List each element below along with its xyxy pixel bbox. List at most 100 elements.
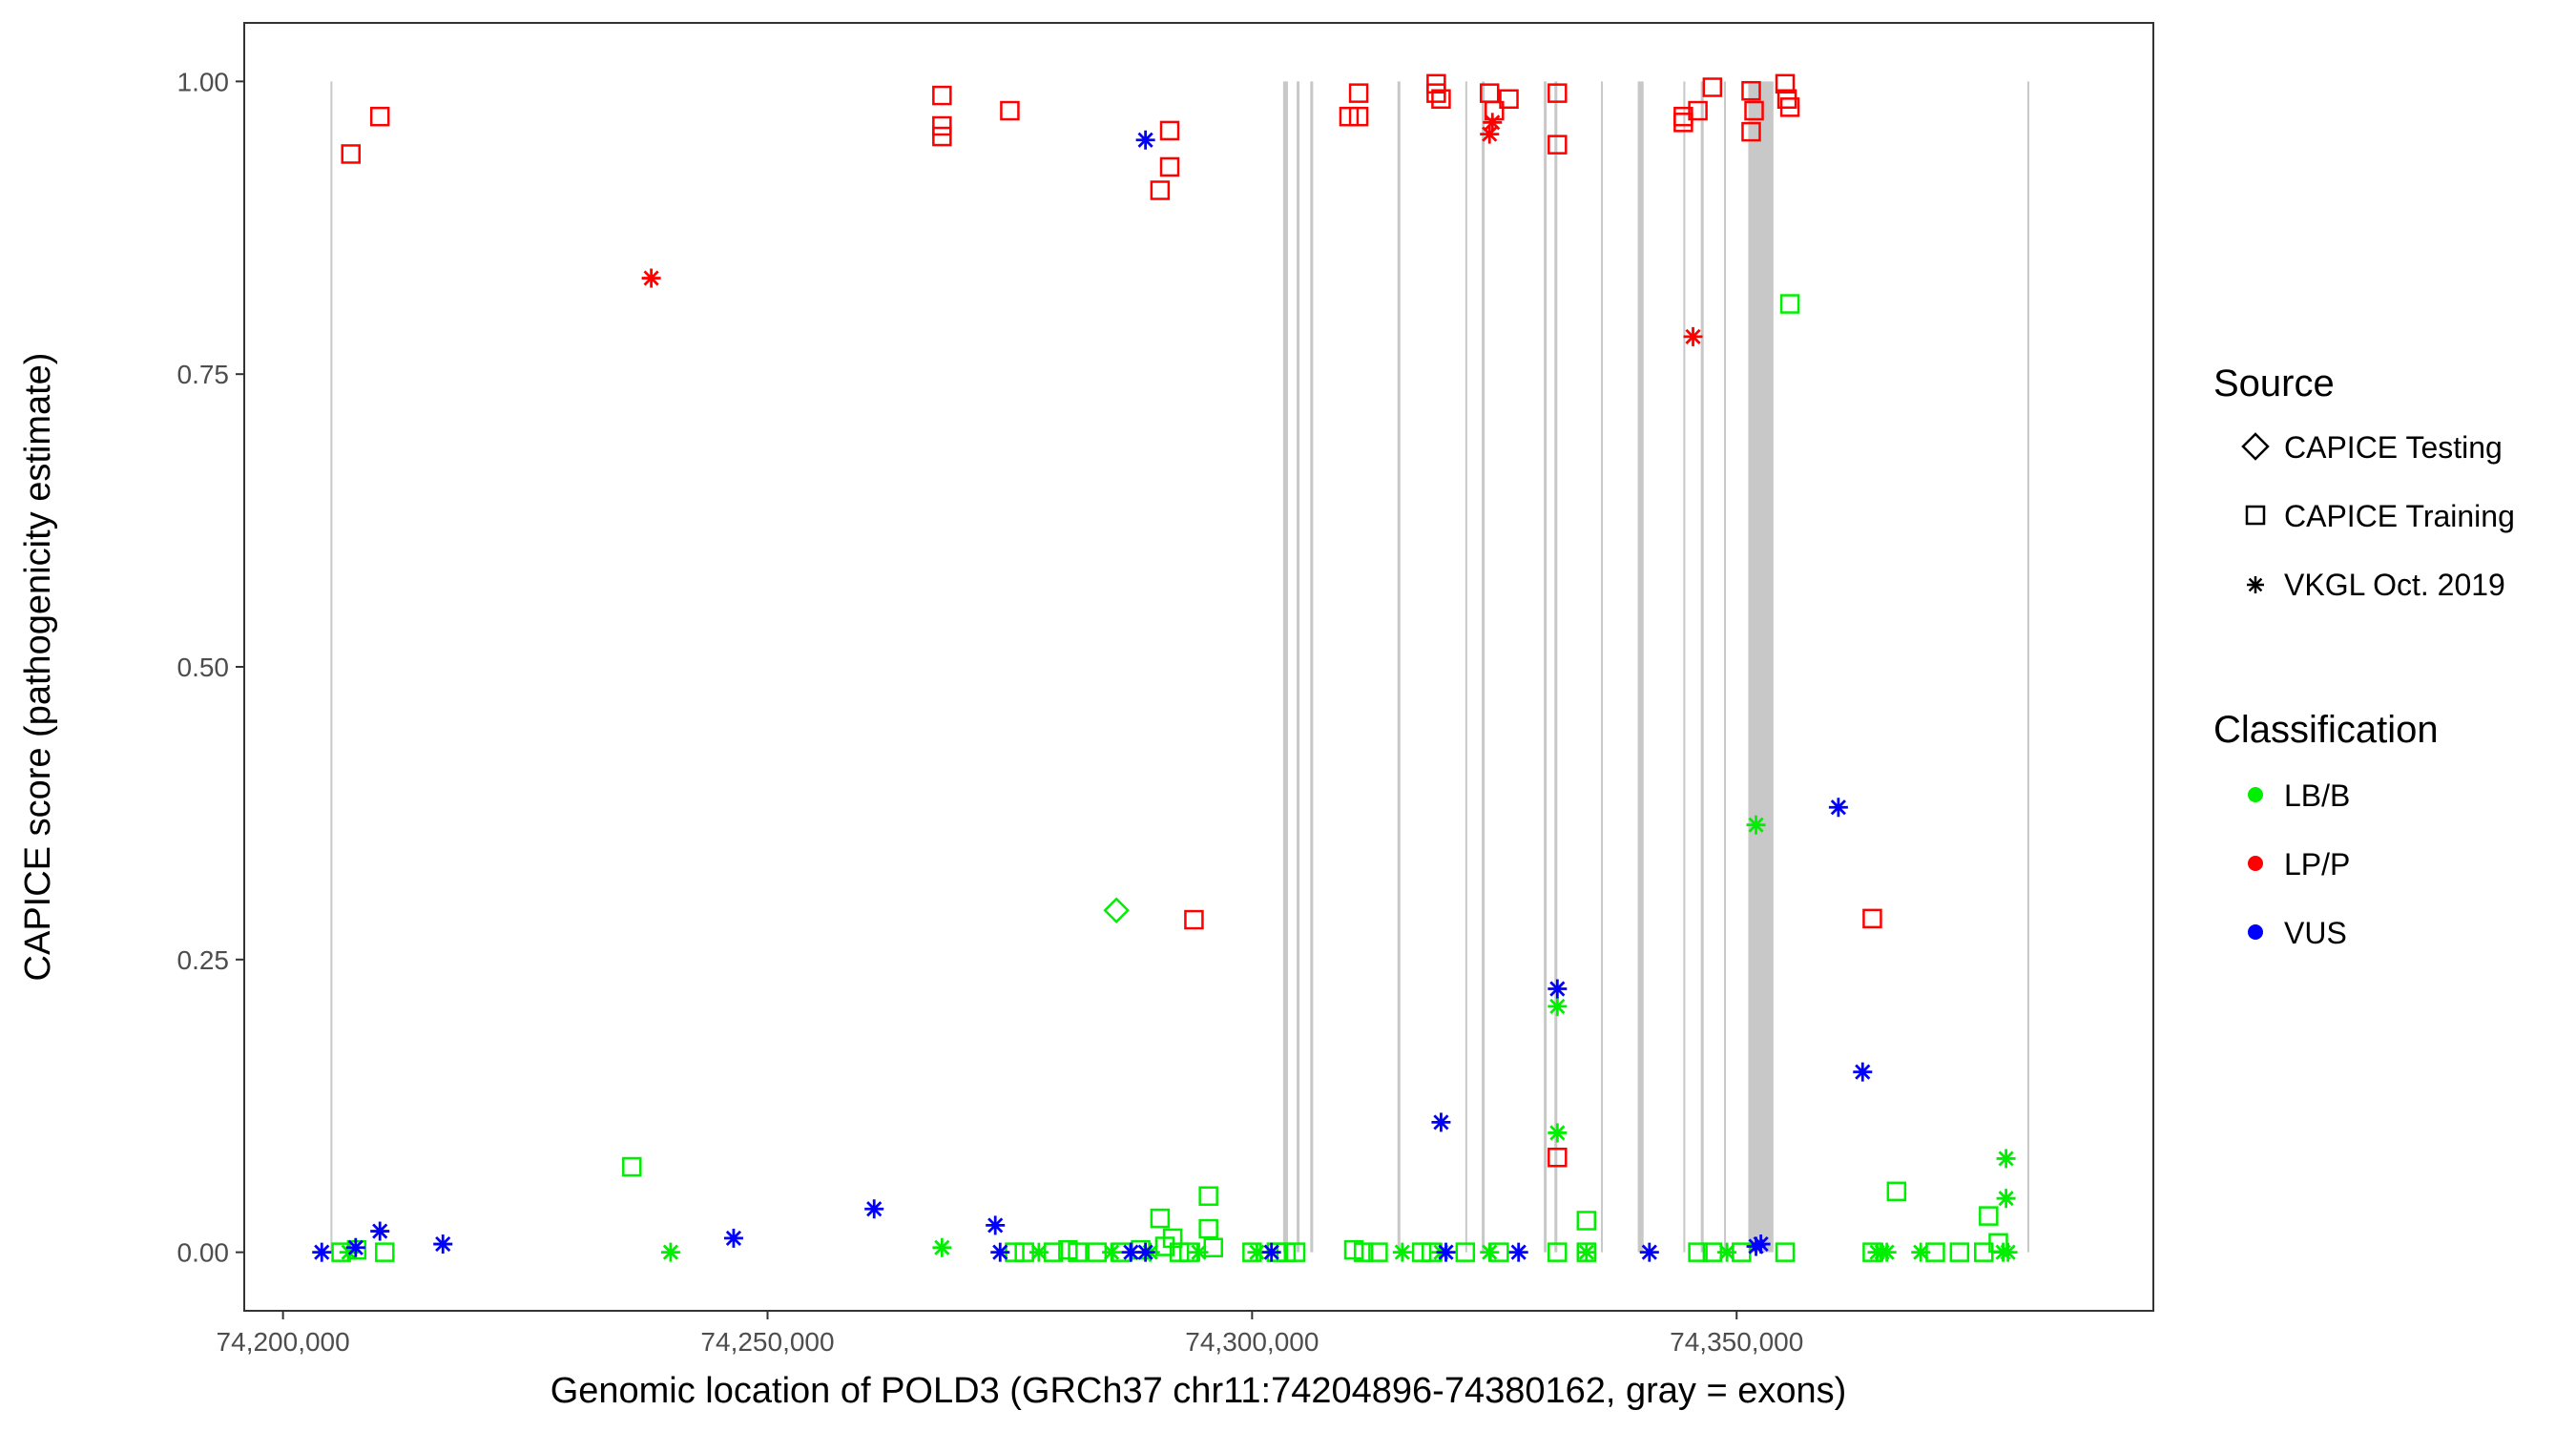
exon-band: [1282, 81, 1288, 1253]
point-lp-p-square: [1159, 156, 1180, 177]
point-lb-b-square: [1198, 1218, 1218, 1239]
x-tick-label: 74,350,000: [1670, 1327, 1803, 1357]
point-lp-p-square: [1184, 909, 1204, 930]
exon-band: [1310, 81, 1314, 1253]
legend-lbb-key: [2248, 787, 2263, 802]
point-lb-b-asterisk: [1998, 1242, 2018, 1262]
legend-label-vus: VUS: [2284, 916, 2347, 950]
point-vus-asterisk: [990, 1242, 1010, 1262]
point-lb-b-asterisk: [1877, 1242, 1897, 1262]
point-lb-b-square: [1688, 1242, 1708, 1262]
point-lb-b-square: [1489, 1242, 1509, 1262]
point-lb-b-square: [1203, 1237, 1223, 1257]
point-lp-p-square: [932, 115, 952, 136]
point-lb-b-square: [1925, 1242, 1945, 1262]
point-lb-b-asterisk: [1576, 1242, 1596, 1262]
point-vus-asterisk: [1508, 1242, 1528, 1262]
point-lb-b-asterisk: [1996, 1149, 2016, 1169]
exon-band: [1465, 81, 1467, 1253]
legend-asterisk-key: [2247, 576, 2264, 593]
legend-square-key: [2245, 505, 2266, 526]
legend-label-lbb: LB/B: [2284, 778, 2350, 813]
point-lp-p-asterisk: [1480, 124, 1500, 144]
exon-band: [1601, 81, 1604, 1253]
point-lp-p-square: [1548, 1147, 1568, 1168]
point-lp-p-square: [1688, 100, 1708, 121]
point-lb-b-asterisk: [932, 1237, 952, 1257]
point-vus-asterisk: [1548, 979, 1568, 999]
point-lp-p-square: [1348, 83, 1369, 103]
point-lp-p-square: [1426, 83, 1446, 103]
plot-panel-border: [243, 22, 2154, 1312]
exon-bands: [330, 81, 2029, 1253]
point-lb-b-asterisk: [1028, 1242, 1049, 1262]
exon-band: [1482, 81, 1485, 1253]
point-vus-asterisk: [1751, 1234, 1771, 1255]
point-lp-p-square: [932, 85, 952, 106]
point-vus-asterisk: [864, 1199, 884, 1219]
legend-label-lpp: LP/P: [2284, 847, 2350, 881]
point-vus-asterisk: [1436, 1242, 1456, 1262]
legend-source-title: Source: [2213, 363, 2335, 404]
legend-label-capice-testing: CAPICE Testing: [2284, 430, 2503, 465]
legend-vus-key: [2248, 924, 2263, 940]
legend-lpp-key: [2248, 856, 2263, 871]
y-tick-label: 0.25: [177, 945, 230, 975]
point-lp-p-square: [1499, 89, 1519, 110]
point-vus-asterisk: [986, 1215, 1006, 1235]
point-lb-b-square: [375, 1242, 395, 1262]
legend-label-vkgl: VKGL Oct. 2019: [2284, 568, 2505, 602]
axes: 0.00 0.25 0.50 0.75 1.00 74,200,000 74,250,000…: [177, 67, 1804, 1357]
point-lb-b-asterisk: [660, 1242, 680, 1262]
point-lp-p-square: [369, 106, 390, 127]
legend-label-capice-training: CAPICE Training: [2284, 499, 2515, 533]
point-vus-asterisk: [312, 1242, 332, 1262]
point-lb-b-square: [1979, 1206, 1999, 1226]
point-lb-b-asterisk: [1996, 1189, 2016, 1209]
exon-band: [1724, 81, 1727, 1253]
legend-source: Source CAPICE Testing CAPICE Training VK…: [2213, 363, 2515, 602]
point-lb-b-square: [1548, 1242, 1568, 1262]
exon-band: [1683, 81, 1686, 1253]
point-lp-p-square: [1862, 908, 1882, 929]
point-lb-b-asterisk: [1746, 815, 1766, 835]
point-lp-p-square: [932, 126, 952, 147]
point-lp-p-asterisk: [1483, 113, 1503, 133]
point-vus-asterisk: [433, 1234, 453, 1255]
exon-band: [1637, 81, 1644, 1253]
point-lp-p-square: [1744, 100, 1764, 121]
point-lb-b-square: [1886, 1181, 1907, 1202]
point-lp-p-square: [1150, 180, 1171, 200]
exon-band: [1554, 81, 1558, 1253]
point-vus-asterisk: [1639, 1242, 1659, 1262]
point-lb-b-square: [1576, 1242, 1597, 1262]
point-lb-b-square: [622, 1156, 642, 1177]
point-lb-b-diamond: [1103, 897, 1130, 924]
y-tick-label: 1.00: [177, 67, 230, 96]
x-axis-title: Genomic location of POLD3 (GRCh37 chr11:…: [551, 1371, 1847, 1411]
point-lb-b-square: [1285, 1242, 1306, 1262]
point-lb-b-square: [1455, 1242, 1476, 1262]
point-lp-p-square: [1000, 100, 1020, 121]
exon-band: [1700, 81, 1704, 1253]
point-lb-b-asterisk: [1247, 1242, 1267, 1262]
exon-band: [1297, 81, 1300, 1253]
point-lp-p-square: [1741, 80, 1761, 101]
point-vus-asterisk: [1261, 1242, 1281, 1262]
point-lb-b-asterisk: [1548, 996, 1568, 1016]
x-tick-label: 74,250,000: [700, 1327, 834, 1357]
point-lp-p-square: [1548, 83, 1568, 103]
exon-band: [330, 81, 333, 1253]
y-axis-title: CAPICE score (pathogenicity estimate): [18, 353, 58, 982]
point-lp-p-square: [341, 144, 361, 164]
point-vus-asterisk: [1853, 1062, 1873, 1082]
data-points: [312, 73, 2018, 1262]
point-vus-asterisk: [1135, 130, 1155, 150]
legend-diamond-key: [2241, 432, 2270, 461]
point-vus-asterisk: [1135, 1242, 1155, 1262]
point-lp-p-square: [1779, 97, 1800, 117]
point-lp-p-square: [1431, 89, 1451, 110]
point-lp-p-square: [1348, 106, 1369, 127]
point-lp-p-asterisk: [641, 268, 661, 288]
